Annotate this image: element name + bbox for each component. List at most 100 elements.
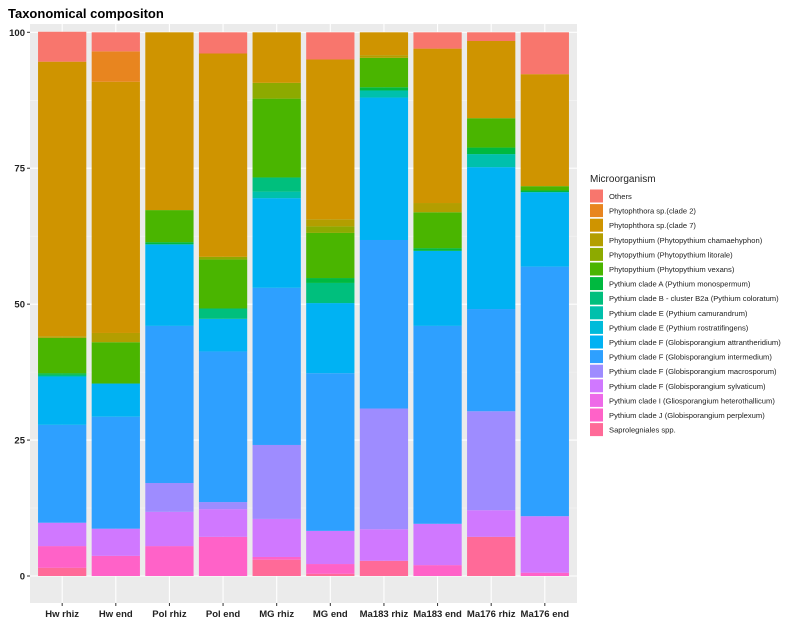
- bar-stack: [38, 31, 87, 576]
- legend-key: [590, 320, 603, 334]
- bar-segment: [359, 32, 409, 56]
- y-tick-label: 100: [9, 28, 25, 39]
- bar-segment: [91, 383, 140, 417]
- bar-segment: [38, 374, 87, 377]
- bar-segment: [359, 560, 409, 576]
- bar-segment: [38, 522, 87, 547]
- bar-segment: [359, 408, 409, 530]
- bar-segment: [38, 567, 87, 576]
- legend-key: [590, 393, 603, 407]
- bar-segment: [413, 250, 462, 326]
- bar-segment: [38, 376, 87, 425]
- bar-segment: [413, 248, 462, 251]
- bar-segment: [413, 565, 462, 576]
- legend-label: Pythium clade A (Pythium monospermum): [609, 280, 751, 289]
- bar-segment: [359, 239, 409, 409]
- legend-key: [590, 379, 603, 393]
- bar-segment: [91, 555, 140, 576]
- legend-key: [590, 204, 603, 218]
- legend-title: Microorganism: [590, 174, 656, 185]
- bar-segment: [252, 82, 301, 99]
- bar-segment: [38, 337, 87, 374]
- bar-segment: [38, 546, 87, 568]
- legend-key: [590, 423, 603, 437]
- bar-segment: [91, 32, 140, 52]
- bar-segment: [413, 212, 462, 249]
- bar-segment: [520, 32, 569, 75]
- bar-segment: [38, 424, 87, 523]
- bar-segment: [91, 416, 140, 529]
- legend-label: Pythium clade I (Gliosporangium heteroth…: [609, 396, 775, 405]
- bar-segment: [91, 342, 140, 384]
- legend-label: Phytophthora sp.(clade 2): [609, 207, 696, 216]
- bar-segment: [359, 90, 409, 98]
- y-tick-label: 0: [20, 572, 25, 583]
- legend-label: Saprolegniales spp.: [609, 426, 676, 435]
- bar-stack: [252, 32, 301, 576]
- bar-segment: [38, 373, 87, 375]
- bar-segment: [145, 210, 194, 243]
- legend-key: [590, 233, 603, 247]
- bar-segment: [413, 203, 462, 213]
- bar-segment: [91, 81, 140, 333]
- legend-label: Pythium clade E (Pythium camurandrum): [609, 309, 748, 318]
- bar-segment: [198, 32, 248, 54]
- bar-segment: [198, 308, 248, 319]
- x-tick-label: MG end: [313, 609, 348, 619]
- bar-segment: [145, 244, 194, 326]
- bar-segment: [467, 536, 516, 576]
- bar-segment: [91, 528, 140, 556]
- bar-segment: [306, 573, 355, 576]
- bar-segment: [198, 351, 248, 503]
- legend-label: Phytopythium (Phytopythium litorale): [609, 250, 733, 259]
- bar-segment: [359, 97, 409, 240]
- legend-label: Phytopythium (Phytopythium vexans): [609, 265, 735, 274]
- bar-segment: [467, 510, 516, 537]
- bar-segment: [520, 74, 569, 187]
- bar-segment: [306, 373, 355, 531]
- bar-segment: [467, 167, 516, 310]
- bar-segment: [306, 59, 355, 220]
- bar-segment: [38, 336, 87, 338]
- legend-label: Pythium clade E (Pythium rostratifingens…: [609, 323, 749, 332]
- legend-key: [590, 306, 603, 320]
- x-tick-label: MG rhiz: [259, 609, 294, 619]
- bar-segment: [91, 51, 140, 82]
- bar-segment: [467, 411, 516, 511]
- bar-segment: [252, 198, 301, 288]
- x-tick-label: Pol rhiz: [152, 609, 187, 619]
- y-tick-label: 25: [14, 436, 25, 447]
- legend-key: [590, 408, 603, 422]
- bar-segment: [252, 98, 301, 178]
- bar-segment: [145, 325, 194, 484]
- bar-segment: [467, 40, 516, 119]
- bar-segment: [38, 31, 87, 62]
- bar-stack: [91, 32, 140, 576]
- bar-segment: [359, 57, 409, 88]
- bar-stack: [467, 32, 516, 576]
- bar-segment: [413, 48, 462, 204]
- bar-segment: [306, 232, 355, 279]
- x-tick-label: Ma183 rhiz: [360, 609, 409, 619]
- bar-segment: [198, 536, 248, 576]
- legend-label: Phytophthora sp.(clade 7): [609, 221, 696, 230]
- bar-segment: [413, 32, 462, 49]
- bar-segment: [306, 303, 355, 374]
- bar-stack: [145, 32, 194, 576]
- legend-key: [590, 277, 603, 291]
- x-axis: Hw rhiz Hw end Pol rhiz Pol end MG rhiz MG en…: [45, 603, 569, 619]
- bar-segment: [520, 192, 569, 267]
- bar-segment: [467, 147, 516, 155]
- legend-label: Others: [609, 192, 632, 201]
- x-tick-label: Ma183 end: [413, 609, 462, 619]
- bars: [38, 31, 569, 576]
- bar-segment: [520, 516, 569, 573]
- legend-key: [590, 350, 603, 364]
- legend-key: [590, 218, 603, 232]
- legend-key: [590, 335, 603, 349]
- legend-key: [590, 189, 603, 203]
- bar-segment: [252, 287, 301, 445]
- bar-segment: [520, 572, 569, 576]
- legend-label: Pythium clade B - cluster B2a (Pythium c…: [609, 294, 779, 303]
- bar-segment: [198, 509, 248, 537]
